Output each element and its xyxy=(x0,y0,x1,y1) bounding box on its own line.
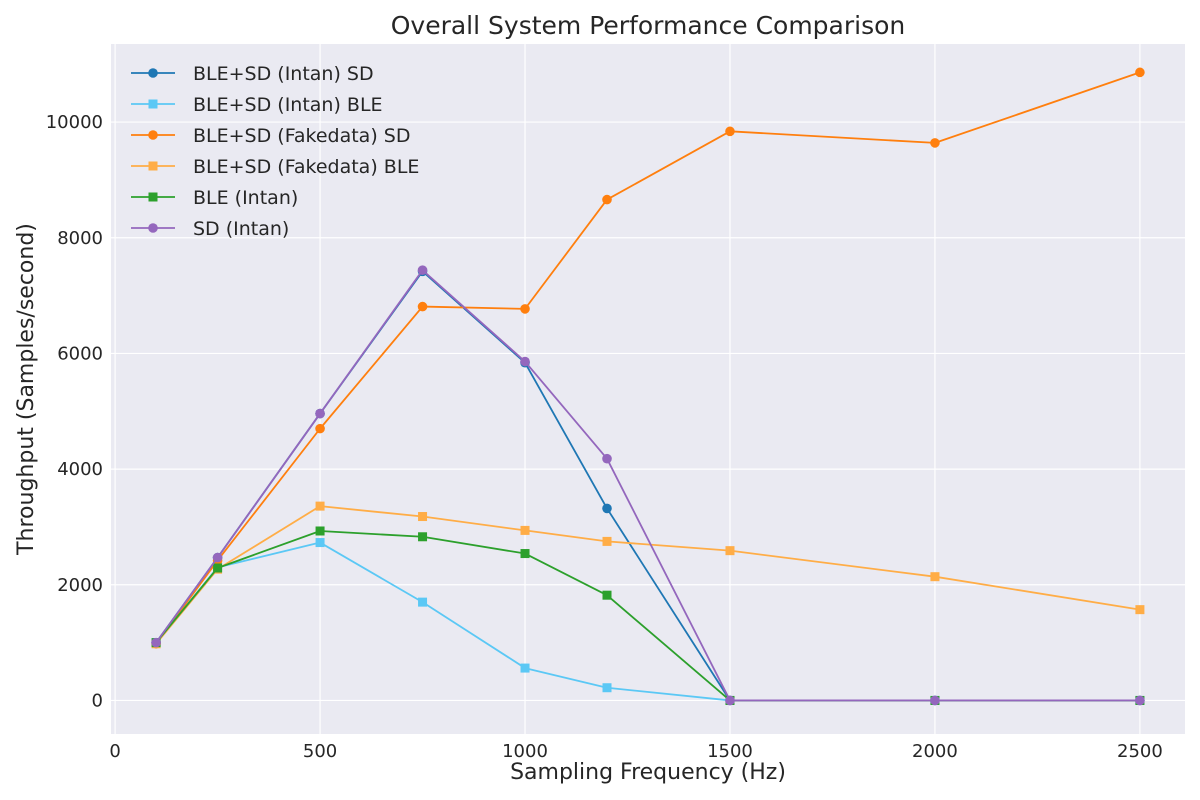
legend-item: BLE+SD (Fakedata) BLE xyxy=(131,156,419,178)
x-axis-label: Sampling Frequency (Hz) xyxy=(510,760,786,785)
data-point xyxy=(213,563,223,573)
data-point xyxy=(418,512,428,522)
x-tick-label: 0 xyxy=(109,741,120,762)
data-point xyxy=(520,663,530,673)
data-point xyxy=(1135,695,1145,706)
data-point xyxy=(930,572,940,582)
y-tick-label: 10000 xyxy=(46,112,103,133)
plot-background xyxy=(111,44,1185,734)
data-point xyxy=(602,503,612,514)
data-point xyxy=(417,265,428,275)
legend-marker xyxy=(148,68,158,78)
data-point xyxy=(602,683,612,693)
data-point xyxy=(417,301,428,312)
legend-item: BLE+SD (Intan) BLE xyxy=(131,94,383,116)
data-point xyxy=(315,501,325,511)
legend: BLE+SD (Intan) SD BLE+SD (Intan) BLE BLE+S… xyxy=(131,63,419,240)
data-point xyxy=(212,552,223,563)
x-tick-label: 2000 xyxy=(912,741,958,762)
data-point xyxy=(602,453,612,464)
data-point xyxy=(602,590,612,600)
data-point xyxy=(315,408,325,419)
legend-label: BLE+SD (Fakedata) BLE xyxy=(193,156,419,178)
tick-labels: 0 500 1000 1500 2000 2500 0 2000 4000 6000 8000 100… xyxy=(46,112,1163,762)
legend-marker xyxy=(148,161,158,171)
series-layer xyxy=(151,67,1145,706)
data-point xyxy=(930,138,940,148)
legend-label: BLE+SD (Intan) BLE xyxy=(193,94,383,116)
legend-marker xyxy=(148,130,158,140)
data-point xyxy=(725,695,735,706)
data-point xyxy=(418,597,428,607)
data-point xyxy=(602,536,612,546)
data-point xyxy=(1135,67,1145,78)
data-point xyxy=(315,423,325,434)
chart-title: Overall System Performance Comparison xyxy=(391,11,906,40)
y-tick-label: 2000 xyxy=(57,575,103,596)
x-tick-label: 1500 xyxy=(707,741,753,762)
legend-label: BLE (Intan) xyxy=(193,187,298,209)
legend-label: BLE+SD (Intan) SD xyxy=(193,63,374,85)
y-tick-label: 6000 xyxy=(57,343,103,364)
data-point xyxy=(418,532,428,542)
data-point xyxy=(930,695,940,706)
data-point xyxy=(1135,605,1145,615)
y-tick-label: 4000 xyxy=(57,459,103,480)
series-6 xyxy=(151,265,1145,706)
legend-item: BLE+SD (Fakedata) SD xyxy=(131,125,410,147)
data-point xyxy=(520,356,530,367)
legend-label: BLE+SD (Fakedata) SD xyxy=(193,125,410,147)
y-tick-label: 8000 xyxy=(57,228,103,249)
legend-item: BLE+SD (Intan) SD xyxy=(131,63,374,85)
data-point xyxy=(520,549,530,559)
data-point xyxy=(520,525,530,535)
data-point xyxy=(315,538,325,548)
x-tick-label: 500 xyxy=(303,741,337,762)
data-point xyxy=(520,304,530,314)
y-axis-label: Throughput (Samples/second) xyxy=(14,223,39,556)
y-tick-label: 0 xyxy=(92,690,103,711)
x-tick-label: 1000 xyxy=(502,741,548,762)
legend-marker xyxy=(148,192,158,202)
legend-marker xyxy=(148,223,158,233)
grid xyxy=(111,44,1185,734)
legend-label: SD (Intan) xyxy=(193,218,289,240)
x-tick-label: 2500 xyxy=(1117,741,1163,762)
data-point xyxy=(725,546,735,556)
data-point xyxy=(602,194,612,205)
data-point xyxy=(151,637,161,648)
data-point xyxy=(315,526,325,536)
data-point xyxy=(725,126,735,137)
legend-item: BLE (Intan) xyxy=(131,187,298,209)
legend-marker xyxy=(148,99,158,109)
legend-item: SD (Intan) xyxy=(131,218,289,240)
